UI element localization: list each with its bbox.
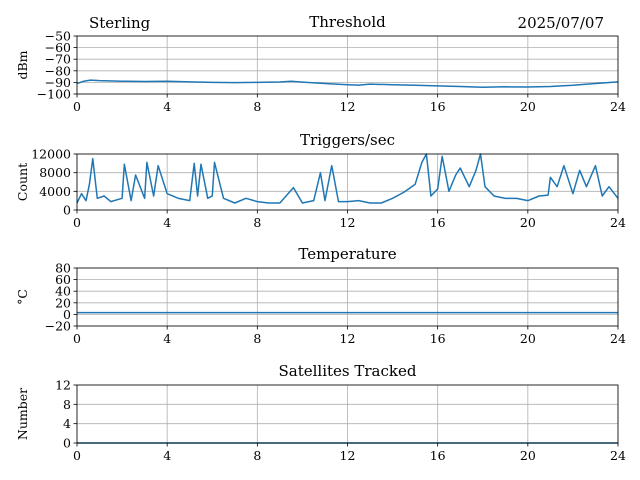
temperature-x-tick-label: 8: [253, 331, 261, 346]
threshold-y-tick-label: −50: [45, 29, 71, 44]
threshold-x-tick-label: 0: [73, 99, 81, 114]
triggers-x-tick-label: 4: [163, 215, 171, 230]
threshold-x-tick-label: 20: [520, 99, 536, 114]
threshold-y-tick-label: −60: [45, 40, 71, 55]
satellites-panel: 0 4 8 12 16 20 24 0 4 8 12 Satellites Tracked Number: [15, 362, 626, 463]
temperature-y-tick-label: −20: [45, 319, 71, 334]
threshold-title: Threshold: [309, 13, 386, 31]
satellites-x-tick-label: 0: [73, 448, 81, 463]
triggers-panel: 0 4 8 12 16 20 24 0 4000 8000 12000 Triggers/sec Cou…: [15, 131, 626, 230]
satellites-y-axis-label: Number: [15, 388, 30, 440]
threshold-y-tick-label: −80: [45, 63, 71, 78]
triggers-y-tick-label: 8000: [39, 165, 71, 180]
triggers-title: Triggers/sec: [300, 131, 395, 149]
header-station-name: Sterling: [89, 14, 151, 32]
triggers-y-axis-label: Count: [15, 163, 30, 201]
triggers-x-tick-label: 24: [610, 215, 626, 230]
triggers-y-tick-label: 0: [63, 203, 71, 218]
threshold-x-tick-label: 24: [610, 99, 626, 114]
satellites-title: Satellites Tracked: [279, 362, 417, 380]
threshold-x-tick-label: 4: [163, 99, 171, 114]
satellites-x-tick-label: 20: [520, 448, 536, 463]
temperature-y-tick-label: 80: [55, 261, 71, 276]
temperature-y-tick-label: 40: [55, 284, 71, 299]
threshold-y-tick-label: −90: [45, 75, 71, 90]
temperature-x-tick-label: 20: [520, 331, 536, 346]
triggers-y-tick-label: 4000: [39, 184, 71, 199]
threshold-panel: 0 4 8 12 16 20 24 −100−90−80−70−60−50 Threshold d…: [15, 13, 626, 114]
triggers-y-tick-label: 12000: [31, 147, 71, 162]
satellites-x-tick-label: 4: [163, 448, 171, 463]
header-date: 2025/07/07: [518, 14, 604, 32]
temperature-title: Temperature: [298, 245, 396, 263]
satellites-x-tick-label: 16: [430, 448, 446, 463]
satellites-x-tick-label: 24: [610, 448, 626, 463]
satellites-y-tick-label: 12: [55, 378, 71, 393]
triggers-x-tick-label: 12: [340, 215, 356, 230]
threshold-y-axis-label: dBm: [15, 50, 30, 79]
temperature-x-tick-label: 16: [430, 331, 446, 346]
threshold-series-line: [76, 79, 619, 89]
temperature-y-tick-label: 60: [55, 272, 71, 287]
satellites-x-tick-label: 12: [340, 448, 356, 463]
threshold-y-tick-label: −100: [37, 87, 71, 102]
threshold-x-tick-label: 12: [340, 99, 356, 114]
satellites-x-tick-label: 8: [253, 448, 261, 463]
satellites-y-tick-label: 4: [63, 416, 71, 431]
temperature-x-tick-label: 24: [610, 331, 626, 346]
temperature-x-tick-label: 4: [163, 331, 171, 346]
temperature-y-tick-label: 20: [55, 295, 71, 310]
satellites-y-tick-label: 8: [63, 397, 71, 412]
triggers-series-line: [76, 153, 619, 204]
temperature-y-axis-label: °C: [15, 289, 30, 305]
triggers-x-tick-label: 0: [73, 215, 81, 230]
satellites-y-tick-label: 0: [63, 436, 71, 451]
temperature-x-tick-label: 12: [340, 331, 356, 346]
threshold-x-tick-label: 8: [253, 99, 261, 114]
temperature-y-tick-label: 0: [63, 307, 71, 322]
triggers-x-tick-label: 20: [520, 215, 536, 230]
triggers-x-tick-label: 8: [253, 215, 261, 230]
temperature-x-tick-label: 0: [73, 331, 81, 346]
threshold-x-tick-label: 16: [430, 99, 446, 114]
threshold-y-tick-label: −70: [45, 52, 71, 67]
triggers-x-tick-label: 16: [430, 215, 446, 230]
